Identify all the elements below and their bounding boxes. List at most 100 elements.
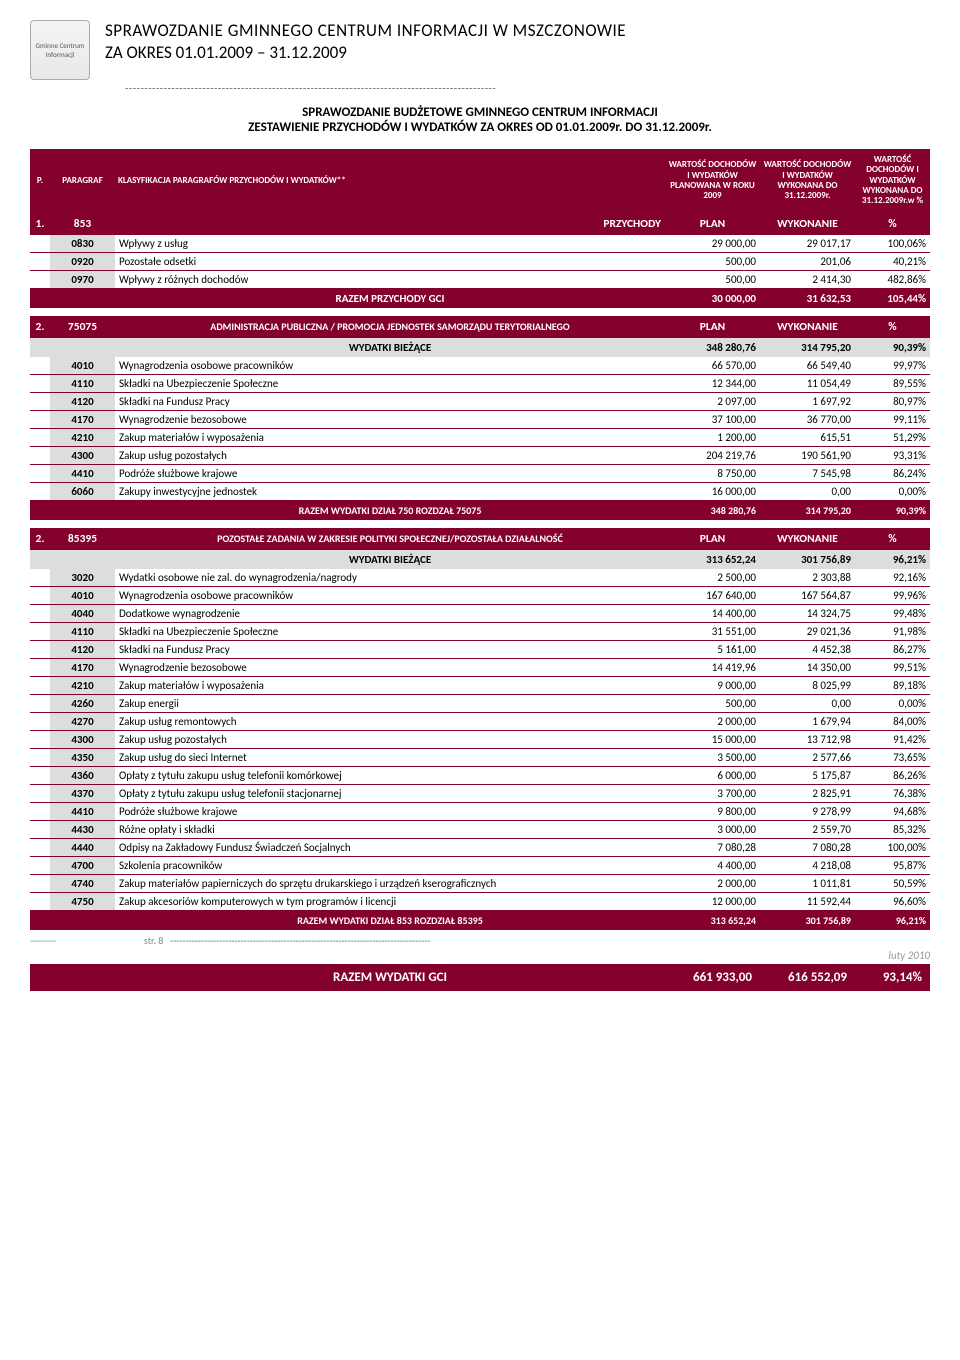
logo-icon: Gminne Centrum Informacji: [30, 20, 90, 80]
table-row: 0970Wpływy z różnych dochodów500,002 414…: [30, 270, 930, 288]
col-lp: P.: [30, 149, 50, 213]
row-plan: 4 400,00: [665, 856, 760, 874]
table-row: 4110Składki na Ubezpieczenie Społeczne31…: [30, 622, 930, 640]
row-code: 6060: [50, 482, 115, 500]
row-plan: 66 570,00: [665, 357, 760, 375]
row-pct: 84,00%: [855, 712, 930, 730]
row-wyk: 9 278,99: [760, 802, 855, 820]
row-wyk: 1 679,94: [760, 712, 855, 730]
row-code: 4430: [50, 820, 115, 838]
table-row: 0830Wpływy z usług29 000,0029 017,17100,…: [30, 235, 930, 253]
table-row: 4170Wynagrodzenie bezosobowe14 419,9614 …: [30, 658, 930, 676]
row-code: 4260: [50, 694, 115, 712]
row-desc: Zakup usług do sieci Internet: [115, 748, 665, 766]
row-wyk: 1 011,81: [760, 874, 855, 892]
row-wyk: 8 025,99: [760, 676, 855, 694]
table-row: 3020Wydatki osobowe nie zal. do wynagrod…: [30, 569, 930, 587]
row-plan: 12 344,00: [665, 374, 760, 392]
row-pct: 0,00%: [855, 482, 930, 500]
row-wyk: 2 303,88: [760, 569, 855, 587]
row-plan: 500,00: [665, 252, 760, 270]
row-plan: 1 200,00: [665, 428, 760, 446]
row-wyk: 4 218,08: [760, 856, 855, 874]
total-label: RAZEM PRZYCHODY GCI: [115, 288, 665, 308]
total-pct: 96,21%: [855, 910, 930, 930]
section-pct-label: %: [855, 528, 930, 550]
table-row: 4410Podróże służbowe krajowe8 750,007 54…: [30, 464, 930, 482]
table-header-row: P. PARAGRAF KLASYFIKACJA PARAGRAFÓW PRZY…: [30, 149, 930, 213]
row-plan: 31 551,00: [665, 622, 760, 640]
sub-pct: 90,39%: [855, 338, 930, 357]
sub-label: WYDATKI BIEŻĄCE: [115, 338, 665, 357]
table-row: 4120Składki na Fundusz Pracy2 097,001 69…: [30, 392, 930, 410]
row-pct: 0,00%: [855, 694, 930, 712]
row-pct: 96,60%: [855, 892, 930, 910]
row-code: 4110: [50, 374, 115, 392]
row-wyk: 36 770,00: [760, 410, 855, 428]
row-wyk: 201,06: [760, 252, 855, 270]
total-plan: 348 280,76: [665, 500, 760, 520]
table-row: 4210Zakup materiałów i wyposażenia9 000,…: [30, 676, 930, 694]
row-plan: 6 000,00: [665, 766, 760, 784]
footer-date: luty 2010: [30, 949, 930, 962]
row-wyk: 13 712,98: [760, 730, 855, 748]
table-row: 4120Składki na Fundusz Pracy5 161,004 45…: [30, 640, 930, 658]
section-wyk-label: WYKONANIE: [760, 528, 855, 550]
row-desc: Zakup materiałów papierniczych do sprzęt…: [115, 874, 665, 892]
row-wyk: 2 559,70: [760, 820, 855, 838]
row-code: 4210: [50, 428, 115, 446]
row-code: 4040: [50, 604, 115, 622]
row-code: 4360: [50, 766, 115, 784]
row-plan: 9 800,00: [665, 802, 760, 820]
row-pct: 100,00%: [855, 838, 930, 856]
row-code: 4010: [50, 586, 115, 604]
row-plan: 2 000,00: [665, 712, 760, 730]
section-lp: 2.: [30, 316, 50, 338]
section-name: PRZYCHODY: [115, 213, 665, 235]
row-wyk: 0,00: [760, 694, 855, 712]
table-row: 6060Zakupy inwestycyjne jednostek16 000,…: [30, 482, 930, 500]
row-code: 4010: [50, 357, 115, 375]
row-wyk: 0,00: [760, 482, 855, 500]
row-pct: 91,98%: [855, 622, 930, 640]
row-code: 4370: [50, 784, 115, 802]
table-row: 4170Wynagrodzenie bezosobowe37 100,0036 …: [30, 410, 930, 428]
table-row: 4110Składki na Ubezpieczenie Społeczne12…: [30, 374, 930, 392]
table-row: 4260Zakup energii500,000,000,00%: [30, 694, 930, 712]
row-desc: Odpisy na Zakładowy Fundusz Świadczeń So…: [115, 838, 665, 856]
row-plan: 9 000,00: [665, 676, 760, 694]
row-wyk: 5 175,87: [760, 766, 855, 784]
section-plan-label: PLAN: [665, 528, 760, 550]
row-pct: 89,18%: [855, 676, 930, 694]
row-code: 4170: [50, 410, 115, 428]
sub-plan: 348 280,76: [665, 338, 760, 357]
row-code: 4210: [50, 676, 115, 694]
col-percent: WARTOŚĆ DOCHODÓW I WYDATKÓW WYKONANA DO …: [855, 149, 930, 213]
row-plan: 7 080,28: [665, 838, 760, 856]
sub-pct: 96,21%: [855, 550, 930, 569]
row-pct: 50,59%: [855, 874, 930, 892]
row-wyk: 11 054,49: [760, 374, 855, 392]
section-name: POZOSTAŁE ZADANIA W ZAKRESIE POLITYKI SP…: [115, 528, 665, 550]
section-lp: 2.: [30, 528, 50, 550]
total-plan: 313 652,24: [665, 910, 760, 930]
row-desc: Zakup usług remontowych: [115, 712, 665, 730]
document-header: Gminne Centrum Informacji SPRAWOZDANIE G…: [30, 20, 930, 80]
row-code: 4440: [50, 838, 115, 856]
row-code: 0970: [50, 270, 115, 288]
col-plan: WARTOŚĆ DOCHODÓW I WYDATKÓW PLANOWANA W …: [665, 149, 760, 213]
row-wyk: 7 080,28: [760, 838, 855, 856]
total-label: RAZEM WYDATKI DZIAŁ 750 ROZDZAŁ 75075: [115, 500, 665, 520]
total-label: RAZEM WYDATKI DZIAŁ 853 ROZDZIAŁ 85395: [115, 910, 665, 930]
row-pct: 482,86%: [855, 270, 930, 288]
row-wyk: 2 825,91: [760, 784, 855, 802]
row-desc: Zakup akcesoriów komputerowych w tym pro…: [115, 892, 665, 910]
row-plan: 15 000,00: [665, 730, 760, 748]
table-row: 4300Zakup usług pozostałych204 219,76190…: [30, 446, 930, 464]
sub-plan: 313 652,24: [665, 550, 760, 569]
row-code: 4120: [50, 392, 115, 410]
row-wyk: 11 592,44: [760, 892, 855, 910]
row-code: 4110: [50, 622, 115, 640]
sub-wyk: 314 795,20: [760, 338, 855, 357]
section-code: 853: [50, 213, 115, 235]
